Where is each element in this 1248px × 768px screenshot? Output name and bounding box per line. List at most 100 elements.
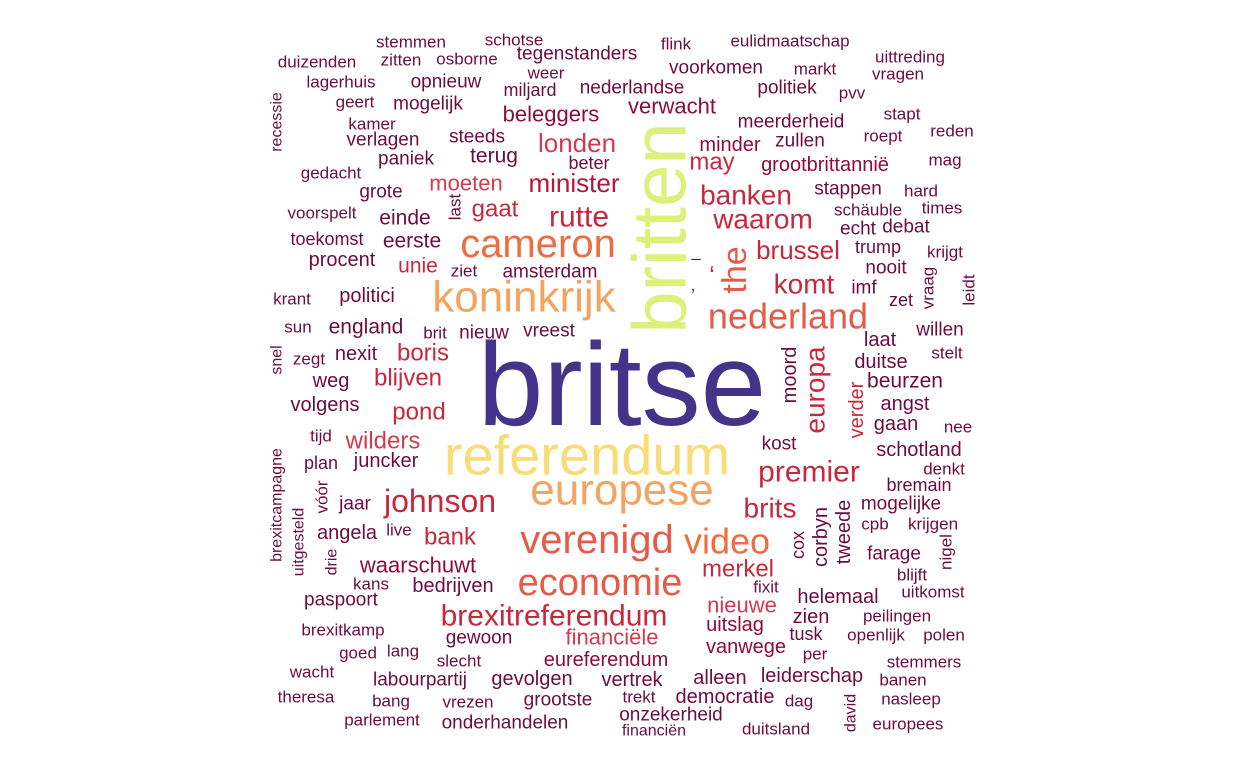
word-143: nigel	[937, 534, 956, 570]
word-50: uittreding	[875, 48, 945, 67]
word-182: financiën	[622, 723, 686, 740]
word-36: waarschuwt	[359, 553, 476, 578]
word-98: leidt	[960, 274, 979, 305]
word-130: vóór	[313, 480, 332, 513]
word-28: boris	[397, 340, 449, 367]
word-179: onzekerheid	[619, 705, 723, 726]
word-22: minister	[528, 168, 619, 198]
word-177: nasleep	[881, 690, 941, 709]
word-149: paspoort	[304, 590, 379, 611]
word-87: toekomst	[290, 229, 363, 249]
word-157: polen	[923, 626, 965, 645]
word-45: eulidmaatschap	[730, 32, 849, 51]
word-23: moeten	[429, 171, 502, 196]
word-172: grootste	[524, 690, 593, 711]
word-169: banen	[879, 671, 926, 690]
word-55: lagerhuis	[307, 73, 376, 92]
word-183: duitsland	[742, 720, 810, 739]
word-161: per	[803, 645, 828, 664]
word-30: merkel	[702, 556, 774, 583]
word-129: bremain	[886, 475, 951, 495]
word-153: brexitkamp	[301, 621, 384, 640]
word-46: duizenden	[278, 53, 356, 72]
word-5: cameron	[460, 222, 616, 266]
word-19: brussel	[756, 235, 840, 265]
word-131: jaar	[338, 494, 371, 515]
word-152: peilingen	[863, 607, 931, 626]
word-39: uitslag	[706, 614, 764, 636]
word-58: nederlandse	[580, 78, 685, 99]
word-104: brit	[423, 324, 447, 343]
word-6: verenigd	[520, 518, 673, 562]
word-138: angela	[317, 522, 378, 544]
word-107: willen	[915, 320, 964, 341]
word-53: markt	[794, 60, 837, 79]
word-151: zien	[793, 606, 830, 628]
word-56: opnieuw	[411, 72, 482, 93]
word-44: flink	[661, 35, 692, 54]
word-127: juncker	[353, 450, 419, 472]
word-64: stapt	[884, 105, 921, 124]
word-180: parlement	[344, 711, 420, 730]
word-26: pond	[392, 399, 445, 426]
word-148: uitkomst	[901, 583, 965, 602]
word-66: meerderheid	[738, 112, 845, 133]
word-93: ziet	[451, 262, 478, 281]
word-25: may	[689, 149, 734, 176]
word-62: mogelijk	[393, 94, 463, 115]
word-178: vrezen	[442, 693, 493, 712]
word-146: bedrijven	[412, 575, 493, 597]
word-117: verder	[846, 381, 868, 438]
word-109: laat	[864, 329, 897, 351]
word-170: theresa	[278, 688, 335, 707]
word-118: volgens	[291, 394, 360, 416]
word-103: england	[329, 316, 404, 339]
word-31: nieuwe	[707, 593, 777, 618]
word-126: plan	[304, 453, 338, 473]
word-184: europees	[873, 715, 944, 734]
word-120: gaan	[874, 413, 919, 435]
word-154: gewoon	[446, 628, 513, 649]
word-32: financiële	[566, 625, 659, 650]
word-33: beleggers	[503, 102, 600, 127]
word-164: labourpartij	[373, 670, 467, 691]
word-95: nooit	[865, 258, 907, 279]
word-79: hard	[904, 182, 938, 201]
word-176: david	[843, 694, 860, 732]
word-135: tweede	[833, 500, 855, 565]
word-122: tijd	[310, 427, 332, 446]
word-128: denkt	[923, 460, 965, 479]
word-14: premier	[758, 456, 860, 489]
word-3: koninkrijk	[432, 273, 616, 322]
word-125: schotland	[876, 439, 962, 461]
word-110: zegt	[293, 350, 325, 369]
word-21: londen	[538, 128, 616, 158]
word-65: kamer	[348, 115, 396, 134]
word-96: vraag	[919, 267, 938, 310]
word-80: voorspelt	[288, 204, 357, 223]
word-84: einde	[379, 207, 430, 230]
word-68: verlagen	[347, 130, 420, 151]
word-171: bang	[372, 692, 410, 711]
word-77: grote	[359, 182, 402, 203]
word-99: krant	[273, 290, 311, 309]
word-163: wacht	[289, 663, 335, 682]
word-165: gevolgen	[491, 668, 572, 690]
word-100: politici	[339, 285, 395, 307]
word-124: brexitcampagne	[269, 448, 286, 562]
word-155: tusk	[789, 624, 823, 644]
word-18: europa	[800, 346, 831, 434]
word-2: referendum	[444, 424, 730, 487]
word-82: schäuble	[834, 201, 902, 220]
word-89: trump	[855, 237, 901, 257]
word-97: imf	[851, 278, 877, 299]
word-16: waarom	[712, 204, 813, 235]
word-139: live	[386, 521, 412, 540]
word-156: openlijk	[847, 626, 905, 645]
word-71: roept	[864, 127, 903, 146]
word-111: nexit	[335, 343, 378, 365]
word-91: procent	[309, 249, 376, 271]
word-121: nee	[944, 418, 972, 437]
word-57: miljard	[503, 80, 556, 100]
